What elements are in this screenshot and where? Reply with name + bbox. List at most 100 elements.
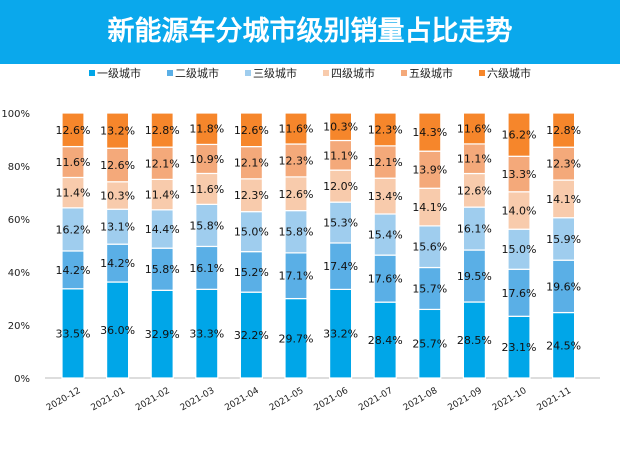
bar-segment [195,112,219,146]
bar-segment [61,112,85,148]
bar-segment [507,112,531,157]
data-label: 12.8% [546,124,581,137]
data-label: 14.1% [412,201,447,214]
data-label: 10.3% [323,121,358,134]
bar-segment [373,112,397,147]
legend-swatch [89,70,95,76]
x-tick-label: 2021-11 [536,386,574,413]
data-label: 10.3% [100,190,135,203]
data-label: 13.3% [502,168,537,181]
data-label: 15.6% [412,241,447,254]
y-tick-label: 60% [8,215,30,226]
data-label: 16.1% [457,223,492,236]
data-label: 12.1% [234,157,269,170]
bar-segment [329,112,353,142]
data-label: 12.6% [457,184,492,197]
data-label: 14.1% [546,193,581,206]
x-tick-label: 2021-01 [90,386,128,413]
data-label: 29.7% [279,332,314,345]
data-label: 14.2% [56,264,91,277]
y-tick-label: 100% [1,109,30,120]
data-label: 33.2% [323,328,358,341]
data-label: 24.5% [546,339,581,352]
data-label: 17.6% [368,273,403,286]
x-tick-label: 2021-08 [402,386,440,414]
data-label: 11.1% [457,153,492,166]
data-label: 10.9% [189,153,224,166]
legend-label: 二级城市 [175,67,219,80]
data-label: 11.6% [457,122,492,135]
chart-title: 新能源车分城市级别销量占比走势 [0,0,620,64]
data-label: 33.5% [56,327,91,340]
x-tick-label: 2021-09 [446,386,484,414]
legend-swatch [479,70,485,76]
data-label: 15.3% [323,217,358,230]
legend-item: 六级城市 [479,65,531,81]
data-label: 14.3% [412,126,447,139]
data-label: 17.6% [502,287,537,300]
data-label: 15.0% [234,226,269,239]
data-label: 25.7% [412,338,447,351]
bar-segment [284,112,308,145]
data-label: 11.6% [56,156,91,169]
bar-segment [150,112,174,148]
data-label: 15.2% [234,266,269,279]
y-tick-label: 40% [8,268,30,279]
legend: 一级城市 二级城市 三级城市 四级城市 五级城市 六级城市 [0,62,620,84]
data-label: 12.6% [279,188,314,201]
data-label: 11.4% [56,187,91,200]
legend-label: 三级城市 [253,67,297,80]
data-label: 17.1% [279,270,314,283]
data-label: 15.4% [368,229,403,242]
data-label: 15.7% [412,282,447,295]
data-label: 12.1% [368,156,403,169]
data-label: 12.3% [279,154,314,167]
bar-segment [239,112,263,148]
data-label: 19.5% [457,270,492,283]
x-tick-label: 2021-10 [491,386,529,414]
data-label: 12.3% [546,158,581,171]
data-label: 17.4% [323,260,358,273]
bar-segment [462,112,486,145]
data-label: 13.1% [100,221,135,234]
legend-label: 一级城市 [97,67,141,80]
data-label: 12.8% [145,124,180,137]
data-label: 11.6% [189,183,224,196]
legend-label: 五级城市 [409,67,453,80]
data-label: 13.2% [100,125,135,138]
legend-item: 五级城市 [401,65,453,81]
x-tick-label: 2021-04 [223,386,261,414]
legend-label: 六级城市 [487,67,531,80]
x-tick-label: 2021-06 [313,386,351,414]
data-label: 15.9% [546,233,581,246]
data-label: 32.2% [234,329,269,342]
y-tick-label: 20% [8,321,30,332]
x-tick-label: 2021-03 [179,386,217,413]
data-label: 12.6% [56,124,91,137]
data-label: 15.0% [502,243,537,256]
y-tick-label: 80% [8,162,30,173]
data-label: 33.3% [189,328,224,341]
data-label: 12.3% [234,189,269,202]
data-label: 13.9% [412,164,447,177]
bar-segment [418,112,442,152]
data-label: 14.0% [502,205,537,218]
data-label: 11.1% [323,149,358,162]
legend-swatch [401,70,407,76]
data-label: 14.2% [100,257,135,270]
data-label: 16.2% [56,223,91,236]
x-tick-label: 2021-07 [357,386,395,413]
legend-swatch [167,70,173,76]
data-label: 12.0% [323,180,358,193]
data-label: 14.4% [145,223,180,236]
x-tick-label: 2020-12 [45,386,83,413]
legend-swatch [245,70,251,76]
legend-item: 三级城市 [245,65,297,81]
data-label: 16.2% [502,129,537,142]
data-label: 12.6% [234,124,269,137]
data-label: 16.1% [189,262,224,275]
data-label: 19.6% [546,280,581,293]
data-label: 11.4% [145,189,180,202]
data-label: 11.8% [189,123,224,136]
